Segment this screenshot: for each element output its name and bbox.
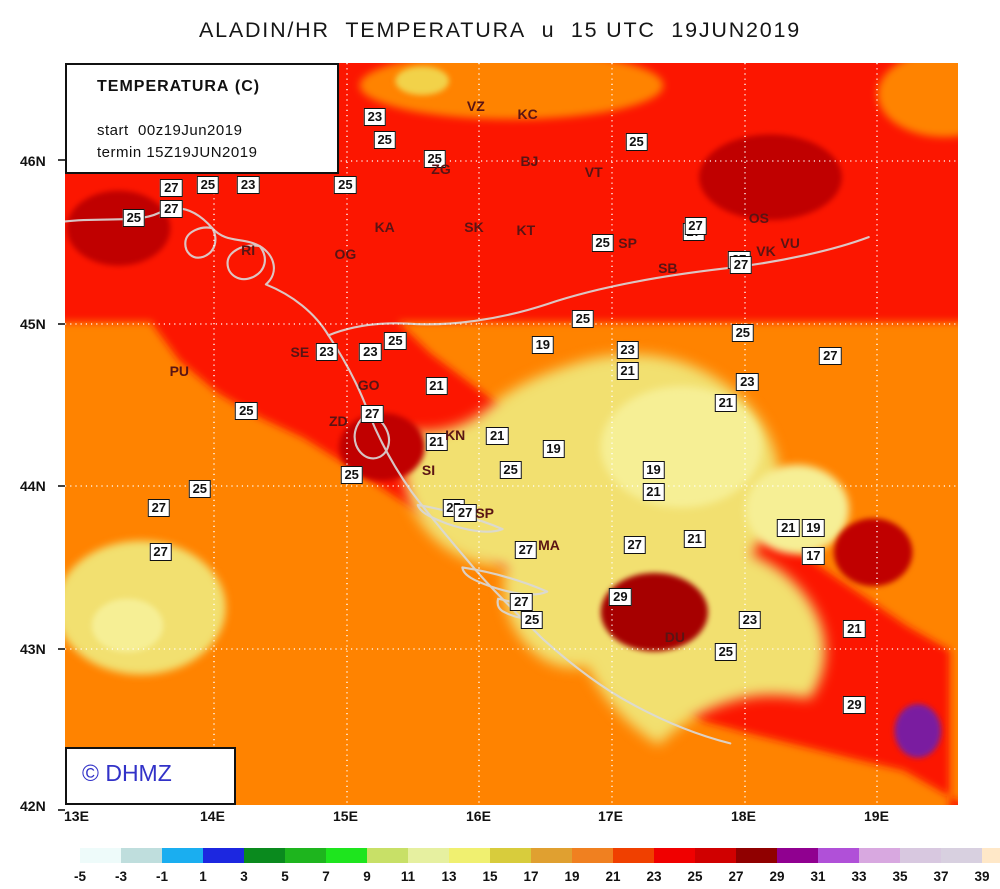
svg-text:19: 19	[564, 869, 579, 884]
svg-text:15: 15	[482, 869, 498, 884]
svg-text:23: 23	[646, 869, 662, 884]
svg-text:37: 37	[933, 869, 948, 884]
svg-text:13: 13	[441, 869, 457, 884]
svg-text:29: 29	[769, 869, 784, 884]
svg-text:3: 3	[240, 869, 248, 884]
svg-text:25: 25	[687, 869, 703, 884]
svg-text:1: 1	[199, 869, 207, 884]
svg-text:31: 31	[810, 869, 826, 884]
svg-text:27: 27	[728, 869, 743, 884]
svg-text:5: 5	[281, 869, 289, 884]
svg-text:11: 11	[401, 869, 416, 884]
svg-text:35: 35	[892, 869, 908, 884]
svg-text:7: 7	[322, 869, 330, 884]
svg-text:-5: -5	[74, 869, 86, 884]
svg-text:33: 33	[851, 869, 867, 884]
svg-text:9: 9	[363, 869, 371, 884]
svg-text:39: 39	[974, 869, 989, 884]
svg-text:-3: -3	[115, 869, 127, 884]
svg-text:21: 21	[605, 869, 621, 884]
svg-text:17: 17	[523, 869, 538, 884]
svg-text:-1: -1	[156, 869, 168, 884]
